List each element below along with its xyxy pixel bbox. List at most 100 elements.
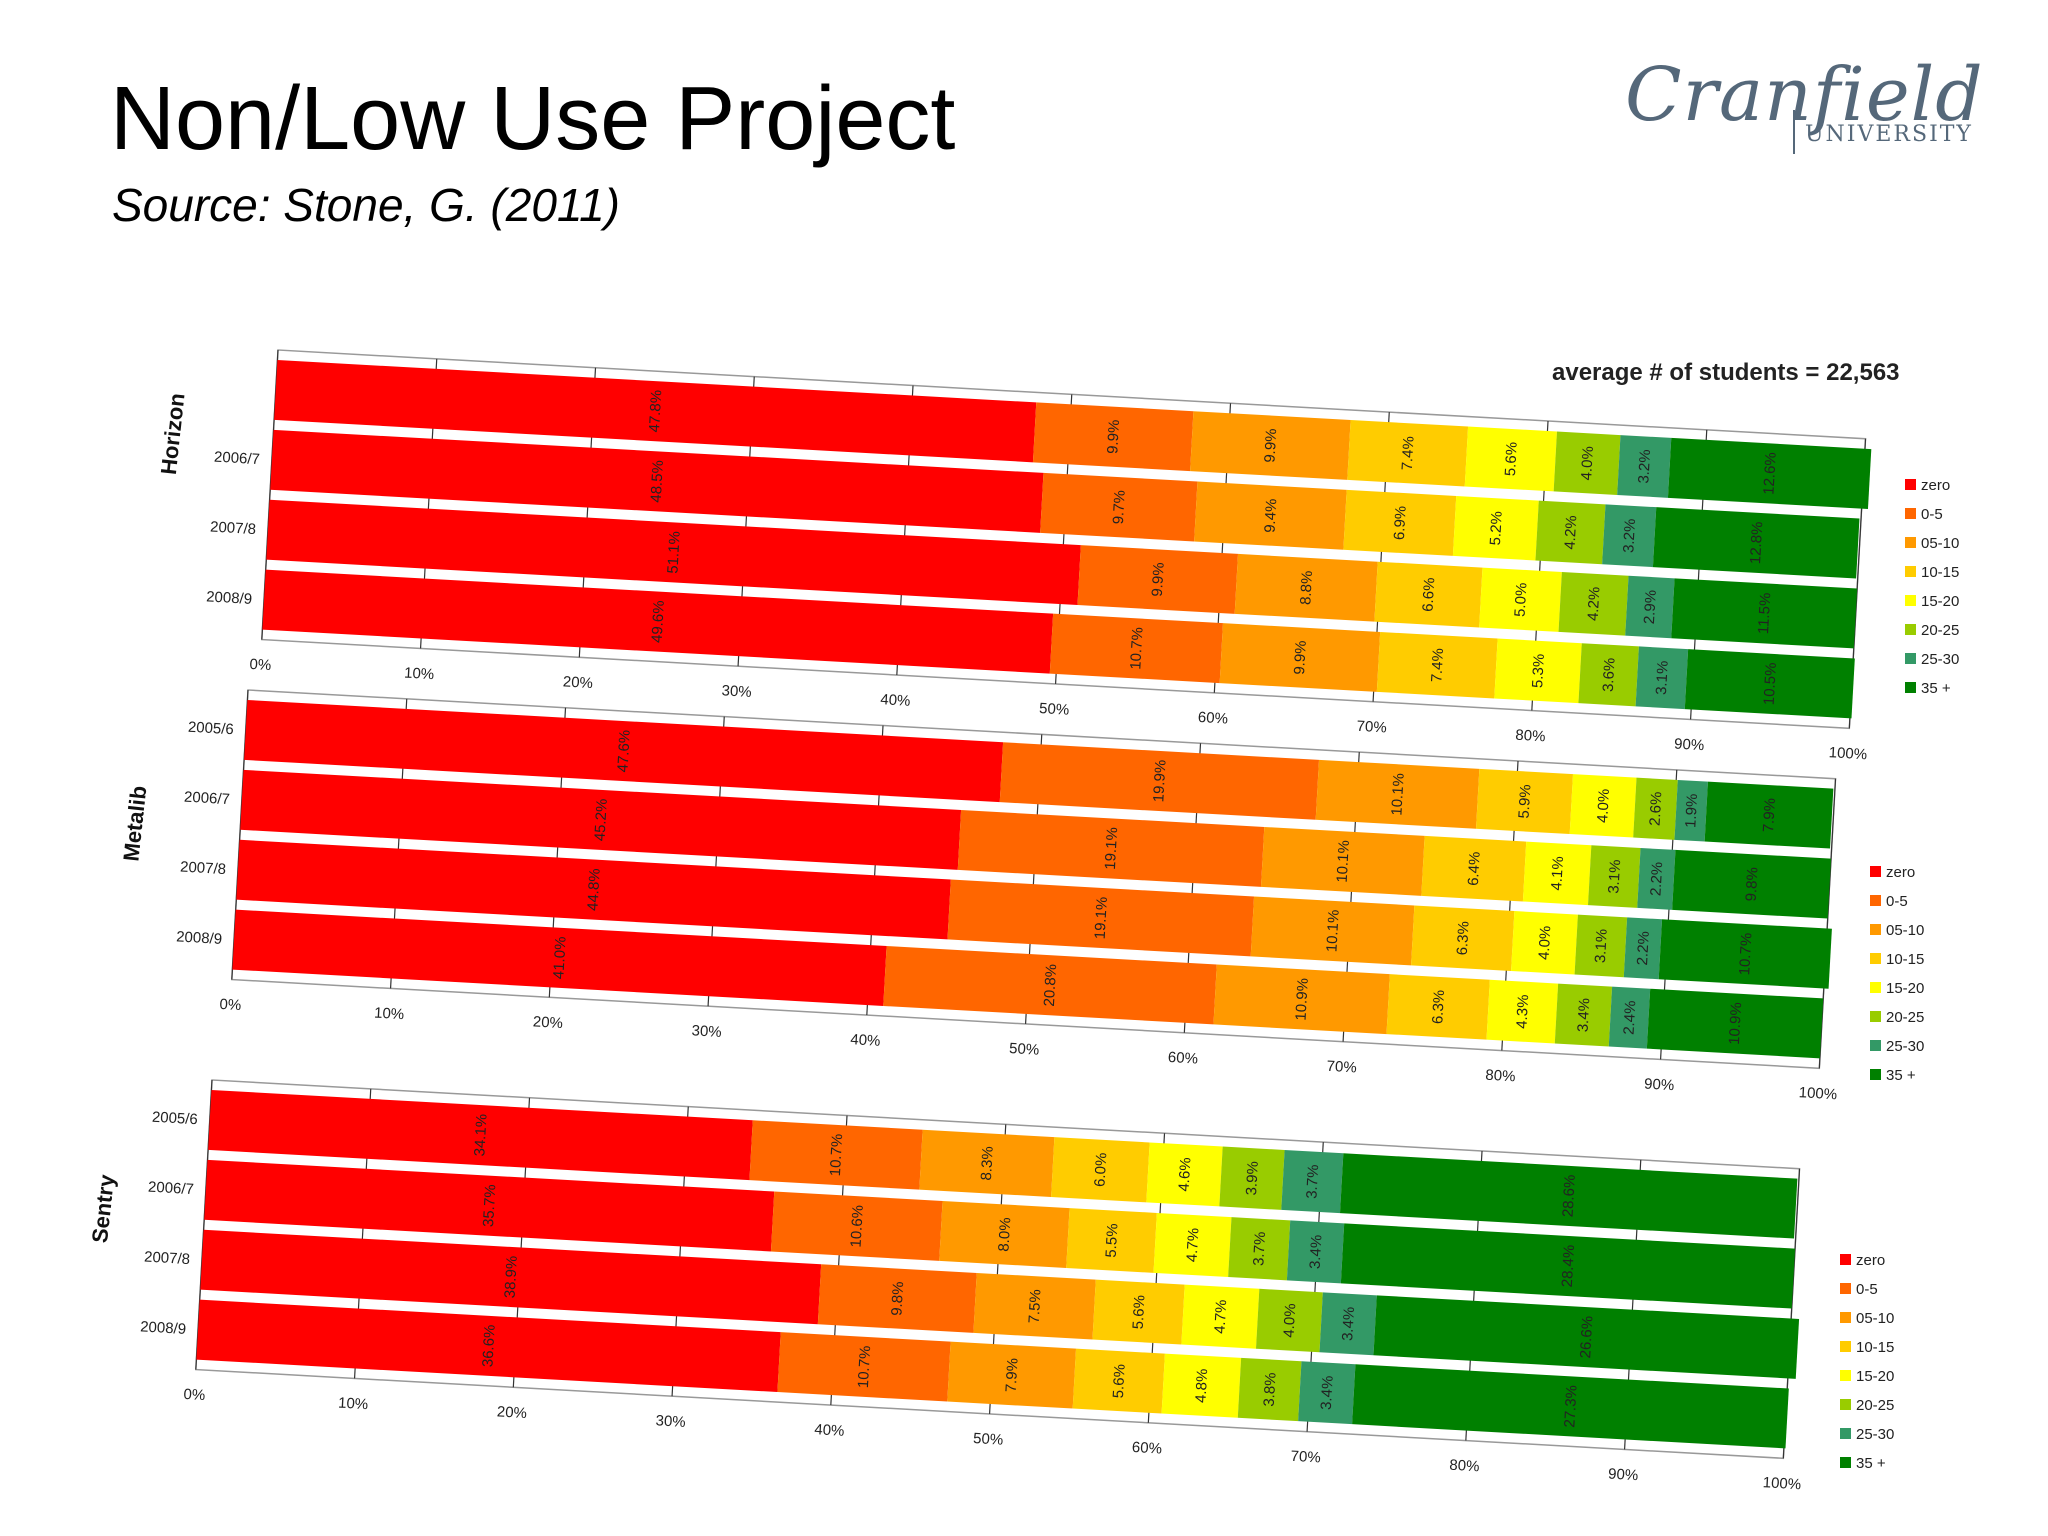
data-label: 3.4% [1307,1234,1326,1269]
legend-swatch [1840,1341,1851,1352]
data-label: 7.5% [1026,1289,1045,1324]
legend-label: 15-20 [1856,1368,1894,1385]
legend-swatch [1840,1428,1851,1439]
bar-segment [973,1272,1096,1340]
bar-segment [1213,964,1390,1035]
legend-swatch [1905,537,1916,548]
bar-segment [270,429,1044,533]
data-label: 26.6% [1577,1315,1596,1358]
bar-segment [999,742,1320,820]
legend: zero 0-5 05-10 10-15 15-20 20-25 25-30 35 + [1870,864,1924,1084]
legend-swatch [1870,1069,1881,1080]
data-label: 4.7% [1211,1299,1230,1334]
legend-swatch [1905,566,1916,577]
data-label: 45.2% [591,798,610,841]
bar-segment [1608,986,1651,1049]
data-label: 44.8% [584,868,603,911]
bar-segment [1161,1353,1242,1418]
bar-segment [1587,845,1641,908]
data-label: 6.9% [1391,505,1410,540]
x-tick-label: 50% [1009,1040,1040,1059]
bar-segment [1286,1220,1345,1284]
legend-label: 15-20 [1886,980,1924,997]
slide-title: Non/Low Use Project [110,69,956,169]
data-label: 36.6% [479,1324,498,1367]
bar-segment [1574,914,1628,978]
legend-label: 0-5 [1886,893,1908,910]
chart-annotation: average # of students = 22,563 [1552,359,1900,386]
bar-segment [1066,1208,1157,1273]
data-label: 3.9% [1243,1161,1262,1196]
data-label: 7.4% [1399,436,1418,471]
logo-subtext: UNIVERSITY [1805,122,1973,147]
bar-segment [1486,979,1559,1044]
data-label: 5.6% [1502,441,1521,476]
legend-label: 35 + [1921,680,1951,697]
bar-segment [1092,1279,1185,1345]
legend-label: 35 + [1856,1455,1886,1472]
bar-segment [1578,643,1639,707]
bar-segment [1479,567,1562,632]
bar-segment [1146,1142,1223,1207]
bar-segment [1637,847,1676,910]
bar-segment [1315,759,1480,829]
legend-label: 10-15 [1921,564,1959,581]
bar-segment [1476,768,1574,835]
bar-segment [919,1129,1055,1198]
data-label: 4.3% [1513,994,1532,1029]
legend-label: 25-30 [1921,651,1959,668]
legend: zero 0-5 05-10 10-15 15-20 20-25 25-30 35 + [1840,1252,1894,1472]
bar-segment [1623,917,1663,980]
bar-segment [266,499,1081,606]
x-tick-label: 10% [338,1395,369,1414]
data-label: 19.1% [1102,827,1121,870]
bar-segment [1646,988,1824,1059]
x-tick-label: 0% [183,1386,206,1404]
data-label: 4.7% [1184,1227,1203,1262]
x-tick-label: 20% [532,1013,563,1032]
data-label: 3.6% [1600,657,1619,692]
bar-segment [262,569,1054,674]
data-label: 4.8% [1192,1368,1211,1403]
bar-segment [1558,572,1629,636]
data-label: 19.9% [1150,759,1169,802]
data-label: 9.8% [888,1281,907,1316]
bar-segment [1421,835,1527,902]
data-label: 1.9% [1682,793,1701,828]
bar-segment [1452,495,1539,561]
data-label: 9.9% [1104,419,1123,454]
data-label: 5.3% [1529,653,1548,688]
data-label: 4.0% [1594,788,1613,823]
chart-metalib: 0% 10% 20% 30% 40% 50% 60% 70% 80% 90% 100% 47.6% 19… [118,689,1838,1103]
data-label: 19.1% [1092,896,1111,939]
data-label: 5.6% [1110,1364,1129,1399]
bar-segment [1652,507,1860,579]
bar-segment [244,699,1004,803]
data-label: 4.6% [1176,1157,1195,1192]
data-label: 8.3% [978,1146,997,1181]
legend-label: 20-25 [1886,1009,1924,1026]
data-label: 3.2% [1635,449,1654,484]
bar-segment [1250,896,1415,966]
slide-subtitle: Source: Stone, G. (2011) [112,179,620,231]
data-label: 10.9% [1726,1002,1745,1045]
legend: zero 0-5 05-10 10-15 15-20 20-25 25-30 35 + [1905,477,1959,697]
bar-segment [196,1299,781,1393]
data-label: 2.6% [1647,791,1666,826]
data-label: 3.2% [1620,518,1639,553]
data-label: 5.5% [1103,1223,1122,1258]
bar-segment [1602,504,1657,568]
x-tick-label: 0% [249,656,272,674]
data-label: 10.1% [1334,840,1353,883]
x-tick-label: 80% [1449,1457,1480,1476]
chart-sentry: 0% 10% 20% 30% 40% 50% 60% 70% 80% 90% 100% 34.1% 10… [87,1079,1802,1493]
data-label: 5.6% [1130,1295,1149,1330]
data-label: 38.9% [502,1255,521,1298]
bar-segment [1617,435,1672,498]
legend-swatch [1840,1312,1851,1323]
data-label: 9.9% [1149,562,1168,597]
bar-segment [1672,849,1832,919]
bar-segment [957,809,1265,887]
data-label: 10.7% [827,1133,846,1176]
bar-segment [236,839,951,940]
